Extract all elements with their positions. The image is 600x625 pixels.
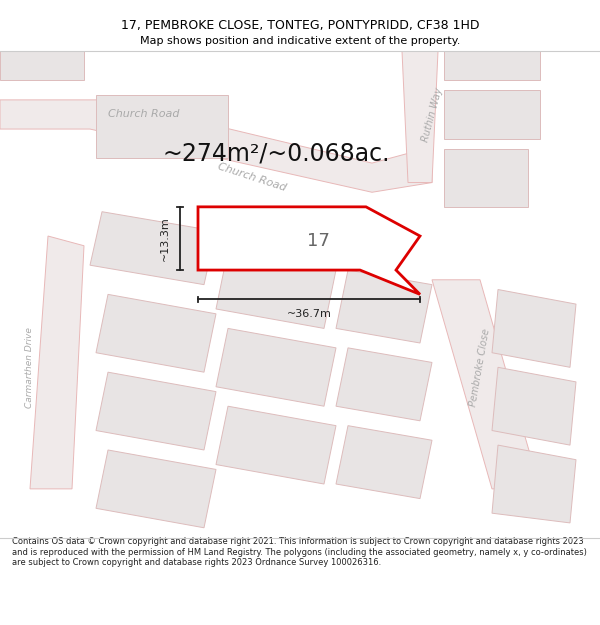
Text: Ruthin Way: Ruthin Way	[420, 86, 444, 142]
Polygon shape	[90, 212, 216, 284]
Text: ~13.3m: ~13.3m	[160, 216, 170, 261]
Polygon shape	[432, 280, 540, 489]
Polygon shape	[198, 207, 420, 294]
Polygon shape	[492, 445, 576, 523]
Polygon shape	[444, 149, 528, 207]
Polygon shape	[216, 251, 336, 328]
Polygon shape	[30, 236, 84, 489]
Text: 17, PEMBROKE CLOSE, TONTEG, PONTYPRIDD, CF38 1HD: 17, PEMBROKE CLOSE, TONTEG, PONTYPRIDD, …	[121, 19, 479, 31]
Polygon shape	[96, 95, 228, 158]
Text: Church Road: Church Road	[217, 162, 287, 194]
Polygon shape	[444, 90, 540, 139]
Text: Contains OS data © Crown copyright and database right 2021. This information is : Contains OS data © Crown copyright and d…	[12, 538, 587, 568]
Text: Carmarthen Drive: Carmarthen Drive	[25, 327, 35, 408]
Polygon shape	[336, 426, 432, 499]
Polygon shape	[336, 270, 432, 343]
Polygon shape	[492, 368, 576, 445]
Text: Pembroke Close: Pembroke Close	[468, 328, 492, 407]
Polygon shape	[0, 51, 84, 81]
Polygon shape	[96, 450, 216, 528]
Polygon shape	[96, 372, 216, 450]
Polygon shape	[336, 348, 432, 421]
Text: Church Road: Church Road	[108, 109, 179, 119]
Text: ~274m²/~0.068ac.: ~274m²/~0.068ac.	[162, 141, 390, 166]
Polygon shape	[216, 406, 336, 484]
Text: 17: 17	[307, 232, 329, 250]
Polygon shape	[402, 51, 438, 182]
Polygon shape	[444, 51, 540, 81]
Polygon shape	[216, 328, 336, 406]
Text: Map shows position and indicative extent of the property.: Map shows position and indicative extent…	[140, 36, 460, 46]
Polygon shape	[96, 294, 216, 372]
Polygon shape	[0, 100, 432, 192]
Text: ~36.7m: ~36.7m	[287, 309, 331, 319]
Polygon shape	[492, 289, 576, 368]
